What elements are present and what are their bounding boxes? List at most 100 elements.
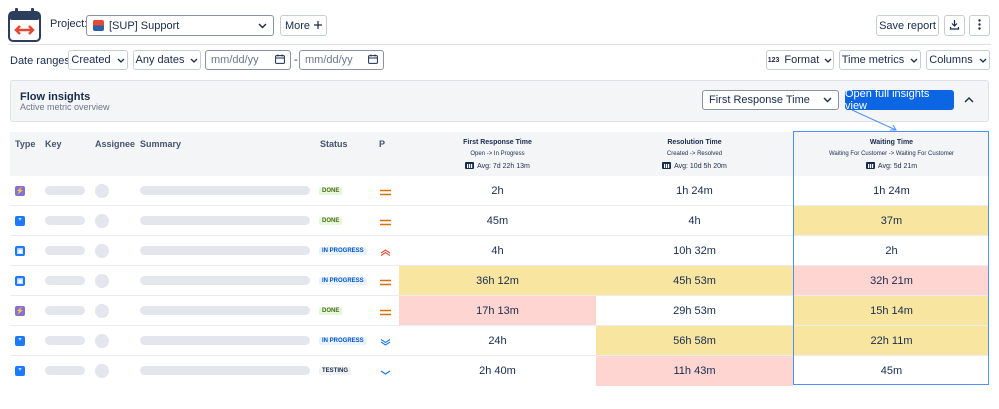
collapse-panel-button[interactable] — [960, 90, 978, 110]
col-header-resolution-time[interactable]: Resolution Time Created -> Resolved Avg:… — [596, 139, 793, 171]
issue-key-placeholder[interactable] — [45, 246, 85, 255]
chevron-up-icon — [964, 94, 974, 106]
project-select[interactable]: [SUP] Support — [86, 15, 274, 36]
issue-type-support-icon: ▣ — [15, 246, 25, 256]
metric-average: Avg: 7d 22h 13m — [477, 162, 530, 170]
metric-cell-rt: 10h 32m — [673, 245, 716, 257]
calendar-stats-icon — [865, 161, 875, 171]
metric-cell-rt: 45h 53m — [596, 266, 793, 296]
chevron-down-icon — [258, 20, 267, 32]
issue-type-task-icon: ⚡ — [15, 186, 25, 196]
time-metrics-label: Time metrics — [841, 54, 905, 66]
status-badge[interactable]: IN PROGRESS — [319, 247, 367, 255]
col-header-waiting-time[interactable]: Waiting Time Waiting For Customer -> Wai… — [794, 139, 989, 171]
issue-key-placeholder[interactable] — [45, 306, 85, 315]
date-to-placeholder: mm/dd/yy — [305, 54, 353, 66]
open-insights-label: Open full insights view — [845, 88, 930, 112]
metric-cell-rt: 11h 43m — [596, 356, 793, 386]
avatar[interactable] — [95, 184, 109, 198]
selected-column-outline — [793, 131, 989, 385]
date-to-input[interactable]: mm/dd/yy — [299, 50, 384, 70]
issue-key-placeholder[interactable] — [45, 336, 85, 345]
summary-placeholder[interactable] — [140, 276, 310, 285]
avatar[interactable] — [95, 244, 109, 258]
status-badge[interactable]: TESTING — [319, 367, 352, 375]
download-button[interactable] — [944, 15, 965, 36]
priority-low-icon — [380, 337, 391, 349]
priority-high-icon — [380, 247, 391, 259]
col-header-priority[interactable]: P — [379, 139, 386, 149]
more-button[interactable]: More — [280, 15, 327, 36]
summary-placeholder[interactable] — [140, 336, 310, 345]
open-insights-button[interactable]: Open full insights view — [845, 88, 954, 112]
table-row[interactable]: ⚡ DONE 2h 1h 24m 1h 24m — [10, 176, 989, 206]
chevron-down-icon — [117, 54, 125, 66]
calendar-icon[interactable] — [368, 54, 378, 67]
date-from-input[interactable]: mm/dd/yy — [205, 50, 291, 70]
avatar[interactable] — [95, 304, 109, 318]
status-badge[interactable]: IN PROGRESS — [319, 337, 367, 345]
table-row[interactable]: ▣ IN PROGRESS 4h 10h 32m 2h — [10, 236, 989, 266]
status-badge[interactable]: IN PROGRESS — [319, 277, 367, 285]
col-header-first-response-time[interactable]: First Response Time Open -> In Progress … — [399, 139, 596, 171]
more-actions-button[interactable] — [969, 15, 990, 36]
calendar-icon[interactable] — [275, 54, 285, 67]
table-row[interactable]: ” DONE 45m 4h 37m — [10, 206, 989, 236]
chevron-down-icon — [910, 54, 918, 66]
columns-button[interactable]: Columns — [926, 50, 990, 70]
row-divider — [10, 235, 989, 236]
summary-placeholder[interactable] — [140, 186, 310, 195]
metric-cell-wt: 1h 24m — [873, 185, 910, 197]
active-metric-value: First Response Time — [709, 94, 810, 106]
table-row[interactable]: ” IN PROGRESS 24h 56h 58m 22h 11m — [10, 326, 989, 356]
format-button[interactable]: 123 Format — [766, 50, 834, 70]
flow-insights-subtitle: Active metric overview — [20, 102, 110, 112]
priority-medium-icon — [380, 217, 391, 229]
issue-type-quote-icon: ” — [15, 336, 25, 346]
avatar[interactable] — [95, 274, 109, 288]
save-report-button[interactable]: Save report — [876, 15, 939, 36]
date-range-select[interactable]: Any dates — [133, 50, 201, 70]
metric-cell-frt: 4h — [491, 245, 504, 257]
date-range-value: Any dates — [135, 54, 185, 66]
issue-key-placeholder[interactable] — [45, 366, 85, 375]
metric-cell-frt: 45m — [486, 215, 509, 227]
metric-average: Avg: 10d 5h 20m — [674, 162, 727, 170]
avatar[interactable] — [95, 214, 109, 228]
table-row[interactable]: ⚡ DONE 17h 13m 29h 53m 15h 14m — [10, 296, 989, 326]
time-metrics-button[interactable]: Time metrics — [839, 50, 921, 70]
status-badge[interactable]: DONE — [319, 307, 343, 315]
status-badge[interactable]: DONE — [319, 187, 343, 195]
issue-type-quote-icon: ” — [15, 366, 25, 376]
chevron-down-icon — [979, 54, 987, 66]
metric-cell-rt: 29h 53m — [673, 305, 716, 317]
issue-key-placeholder[interactable] — [45, 186, 85, 195]
save-report-label: Save report — [879, 19, 936, 32]
summary-placeholder[interactable] — [140, 246, 310, 255]
table-row[interactable]: ” TESTING 2h 40m 11h 43m 45m — [10, 356, 989, 386]
col-header-summary[interactable]: Summary — [140, 139, 182, 149]
avatar[interactable] — [95, 364, 109, 378]
col-header-assignee[interactable]: Assignee — [95, 139, 136, 149]
summary-placeholder[interactable] — [140, 306, 310, 315]
summary-placeholder[interactable] — [140, 216, 310, 225]
active-metric-select[interactable]: First Response Time — [702, 90, 839, 110]
col-header-type[interactable]: Type — [15, 139, 36, 149]
calendar-stats-icon — [662, 161, 672, 171]
priority-medium-icon — [380, 307, 391, 319]
priority-medium-icon — [380, 187, 391, 199]
summary-placeholder[interactable] — [140, 366, 310, 375]
col-header-key[interactable]: Key — [45, 139, 62, 149]
chevron-down-icon — [190, 54, 198, 66]
metric-cell-wt: 32h 21m — [794, 266, 989, 296]
status-badge[interactable]: DONE — [319, 217, 343, 225]
avatar[interactable] — [95, 334, 109, 348]
col-header-status[interactable]: Status — [320, 139, 348, 149]
date-field-value: Created — [71, 54, 111, 66]
date-field-select[interactable]: Created — [68, 50, 128, 70]
issue-key-placeholder[interactable] — [45, 216, 85, 225]
metric-title: Resolution Time — [667, 139, 722, 146]
issue-key-placeholder[interactable] — [45, 276, 85, 285]
table-row[interactable]: ▣ IN PROGRESS 36h 12m 45h 53m 32h 21m — [10, 266, 989, 296]
project-select-value: [SUP] Support — [109, 19, 180, 32]
